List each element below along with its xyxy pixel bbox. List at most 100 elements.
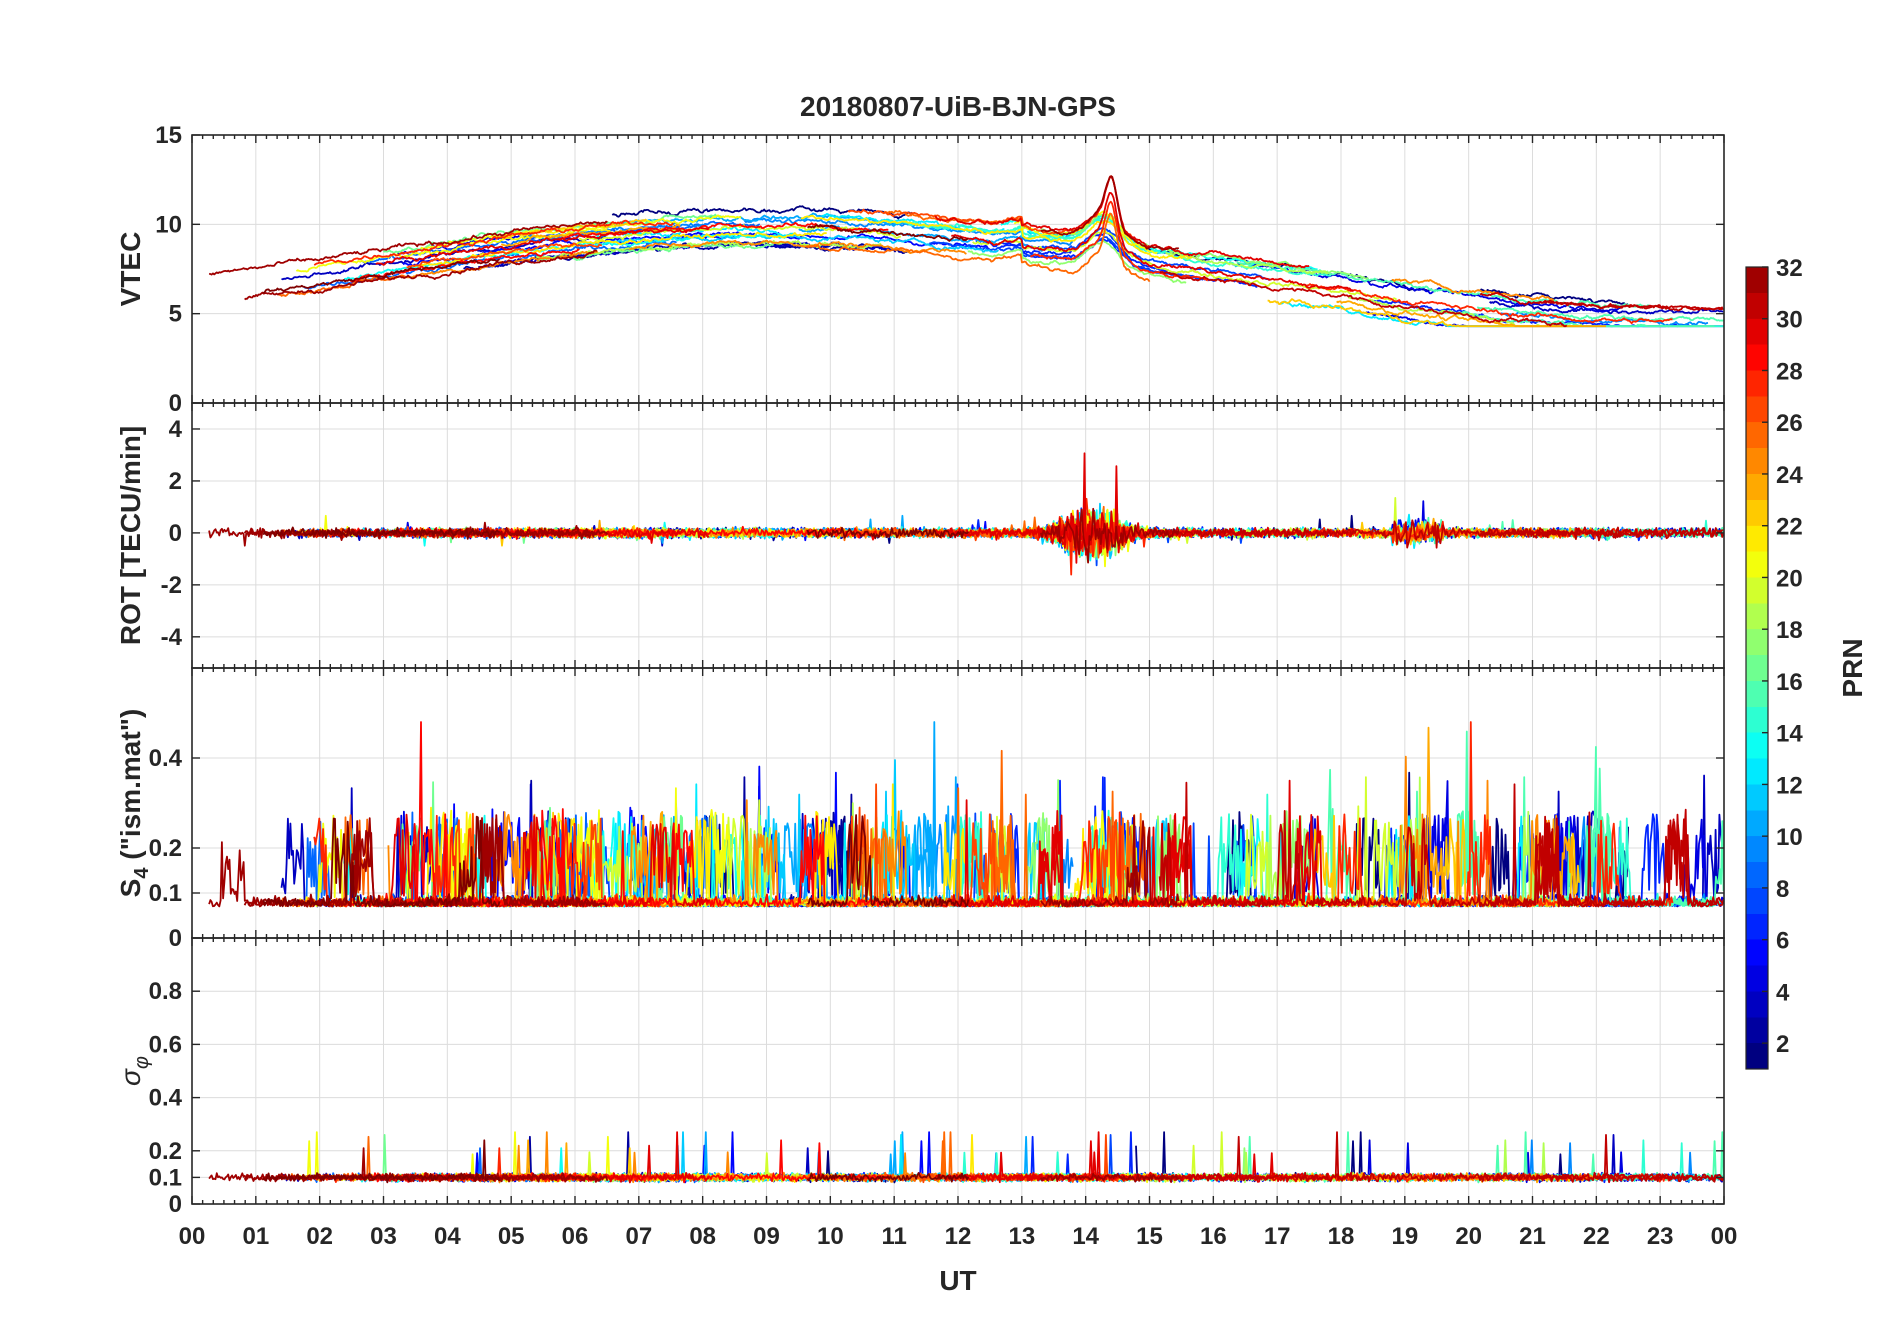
- vtec-series-line-prn-7: [1016, 227, 1271, 281]
- vtec-series-line-prn-21: [800, 214, 1193, 260]
- rot-series-line-prn-32: [262, 526, 501, 540]
- vtec-series-line-prn-32: [806, 223, 969, 242]
- s4-series-line-prn-32: [806, 814, 970, 908]
- colorbar-tick-label: 8: [1776, 876, 1789, 903]
- x-tick-label: 14: [1072, 1223, 1099, 1250]
- vtec-y-tick-label: 5: [169, 301, 182, 328]
- vtec-series-line-prn-25: [806, 212, 1151, 283]
- x-tick-label: 07: [625, 1223, 652, 1250]
- vtec-series-line-prn-30: [1538, 299, 1724, 312]
- x-tick-label: 09: [753, 1223, 780, 1250]
- vtec-series-line-prn-13: [343, 233, 788, 282]
- panel-rot: -4 -2 0 2 4 ROT [TECU/min]: [115, 402, 1725, 669]
- colorbar-tick-label: 30: [1776, 307, 1803, 334]
- vtec-series-line-prn-25: [277, 274, 406, 297]
- vtec-series-line-prn-29: [951, 191, 1355, 293]
- colorbar-tick-label: 26: [1776, 410, 1803, 437]
- vtec-y-tick-label: 10: [155, 211, 182, 238]
- rot-series-line-prn-30: [1158, 519, 1568, 549]
- vtec-series-line-prn-24: [388, 250, 599, 280]
- colorbar-tick-label: 10: [1776, 824, 1803, 851]
- x-tick-label: 12: [945, 1223, 972, 1250]
- s4-y-axis-label: S4 ("ism.mat"): [115, 709, 153, 898]
- colorbar-gradient: [1745, 266, 1769, 1070]
- x-tick-label: 05: [498, 1223, 525, 1250]
- colorbar-tick-label: 6: [1776, 928, 1789, 955]
- x-tick-label: 04: [434, 1223, 461, 1250]
- x-tick-label: 23: [1647, 1223, 1674, 1250]
- x-tick-label: 11: [881, 1223, 906, 1250]
- vtec-series-line-prn-12: [596, 225, 795, 238]
- x-tick-label: 13: [1008, 1223, 1035, 1250]
- s4-series-line-prn-30: [1158, 781, 1568, 908]
- sigma_phi-y-axis-label: σφ: [115, 1056, 153, 1086]
- s4-series-line-prn-30: [1537, 811, 1725, 908]
- sigma_phi-y-tick-label: 0.6: [149, 1031, 182, 1058]
- x-tick-label: 19: [1391, 1223, 1418, 1250]
- colorbar-tick-label: 22: [1776, 514, 1803, 541]
- x-tick-label: 21: [1519, 1223, 1546, 1250]
- vtec-series-line-prn-17: [967, 239, 1187, 284]
- s4-series-line-prn-25: [883, 749, 1032, 908]
- sigma_phi-series-line-prn-30: [1537, 1134, 1725, 1183]
- x-tick-label: 16: [1200, 1223, 1227, 1250]
- sigma_phi-y-tick-label: 0: [169, 1191, 182, 1218]
- rot-series: [208, 452, 1725, 576]
- sigma_phi-grid: [191, 938, 1725, 1205]
- vtec-series-line-prn-27: [1306, 283, 1673, 325]
- rot-series-line-prn-32: [806, 526, 970, 540]
- x-tick-label: 18: [1328, 1223, 1355, 1250]
- x-tick-label: 00: [1711, 1223, 1738, 1250]
- sigma_phi-y-tick-label: 0.4: [149, 1085, 183, 1112]
- vtec-series-line-prn-32: [262, 258, 500, 294]
- s4-series-line-prn-29: [375, 813, 710, 908]
- colorbar-tick-label: 32: [1776, 255, 1803, 282]
- vtec-series-line-prn-18: [1165, 251, 1329, 275]
- vtec-series: [208, 175, 1724, 328]
- colorbar-tick-label: 4: [1776, 979, 1790, 1006]
- s4-y-tick-label: 0: [169, 925, 182, 952]
- colorbar-tick-label: 14: [1776, 721, 1803, 748]
- vtec-series-line-prn-27: [313, 219, 674, 266]
- sigma_phi-y-tick-label: 0.8: [149, 978, 182, 1005]
- vtec-series-line-prn-24: [1391, 278, 1555, 301]
- rot-y-tick-label: -4: [161, 624, 183, 651]
- x-axis-label: UT: [939, 1265, 976, 1296]
- vtec-series-line-prn-29: [375, 226, 710, 266]
- rot-series-line-prn-30: [1537, 527, 1725, 539]
- colorbar-label: PRN: [1837, 638, 1868, 697]
- x-tick-label: 02: [306, 1223, 333, 1250]
- x-tick-label: 15: [1136, 1223, 1163, 1250]
- rot-y-tick-label: 4: [169, 416, 183, 443]
- x-tick-label: 17: [1264, 1223, 1291, 1250]
- vtec-series-line-prn-22: [499, 218, 647, 240]
- colorbar-tick-label: 12: [1776, 772, 1803, 799]
- s4-y-tick-label: 0.4: [149, 745, 183, 772]
- x-tick-label: 10: [817, 1223, 844, 1250]
- vtec-series-line-prn-15: [1236, 260, 1652, 309]
- s4-series: [208, 721, 1725, 908]
- panel-sigma-phi: 00.10.2 0.4 0.6 0.8 σφ: [115, 937, 1725, 1218]
- panel-s4: 0 0.1 0.2 0.4S4 ("ism.mat"): [115, 667, 1725, 952]
- rot-y-tick-label: -2: [161, 572, 182, 599]
- vtec-series-line-prn-15: [1476, 306, 1724, 322]
- sigma_phi-series-line-prn-30: [1158, 1131, 1568, 1183]
- colorbar-tick-label: 28: [1776, 358, 1803, 385]
- sigma_phi-series: [208, 1131, 1725, 1184]
- rot-y-tick-label: 0: [169, 520, 182, 547]
- vtec-y-tick-label: 0: [169, 390, 182, 417]
- vtec-series-line-prn-24: [629, 239, 967, 255]
- vtec-series-line-prn-23: [1336, 300, 1606, 328]
- colorbar-tick-label: 18: [1776, 617, 1803, 644]
- vtec-series-line-prn-9: [1500, 311, 1709, 327]
- x-tick-label: 06: [562, 1223, 589, 1250]
- sigma_phi-series-line-prn-32: [806, 1172, 970, 1183]
- vtec-series-line-prn-31: [244, 249, 598, 301]
- sigma_phi-series-line-prn-32: [262, 1139, 501, 1184]
- s4-y-tick-label: 0.2: [149, 835, 182, 862]
- vtec-series-line-prn-4: [1229, 261, 1633, 313]
- sigma_phi-y-tick-label: 0.1: [149, 1164, 182, 1191]
- colorbar-tick-label: 16: [1776, 669, 1803, 696]
- x-tick-label: 03: [370, 1223, 397, 1250]
